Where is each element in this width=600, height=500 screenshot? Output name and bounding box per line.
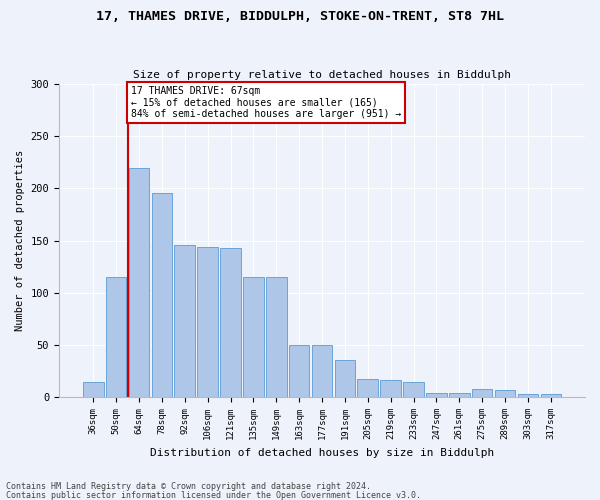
Bar: [472, 389, 493, 397]
Text: 17 THAMES DRIVE: 67sqm
← 15% of detached houses are smaller (165)
84% of semi-de: 17 THAMES DRIVE: 67sqm ← 15% of detached…: [131, 86, 401, 120]
Bar: [243, 277, 263, 397]
Bar: [289, 345, 310, 397]
Bar: [220, 248, 241, 397]
Bar: [403, 382, 424, 397]
Bar: [312, 345, 332, 397]
Y-axis label: Number of detached properties: Number of detached properties: [15, 150, 25, 331]
Bar: [380, 380, 401, 397]
Bar: [518, 394, 538, 397]
Text: Contains HM Land Registry data © Crown copyright and database right 2024.: Contains HM Land Registry data © Crown c…: [6, 482, 371, 491]
Bar: [266, 277, 287, 397]
Bar: [495, 390, 515, 397]
Bar: [106, 277, 127, 397]
Bar: [541, 394, 561, 397]
Bar: [175, 245, 195, 397]
Bar: [358, 380, 378, 397]
Bar: [152, 192, 172, 397]
Text: Contains public sector information licensed under the Open Government Licence v3: Contains public sector information licen…: [6, 490, 421, 500]
Bar: [128, 168, 149, 397]
Bar: [426, 393, 447, 397]
Text: 17, THAMES DRIVE, BIDDULPH, STOKE-ON-TRENT, ST8 7HL: 17, THAMES DRIVE, BIDDULPH, STOKE-ON-TRE…: [96, 10, 504, 23]
Bar: [335, 360, 355, 397]
Bar: [449, 393, 470, 397]
Bar: [83, 382, 104, 397]
Title: Size of property relative to detached houses in Biddulph: Size of property relative to detached ho…: [133, 70, 511, 81]
Bar: [197, 247, 218, 397]
X-axis label: Distribution of detached houses by size in Biddulph: Distribution of detached houses by size …: [150, 448, 494, 458]
